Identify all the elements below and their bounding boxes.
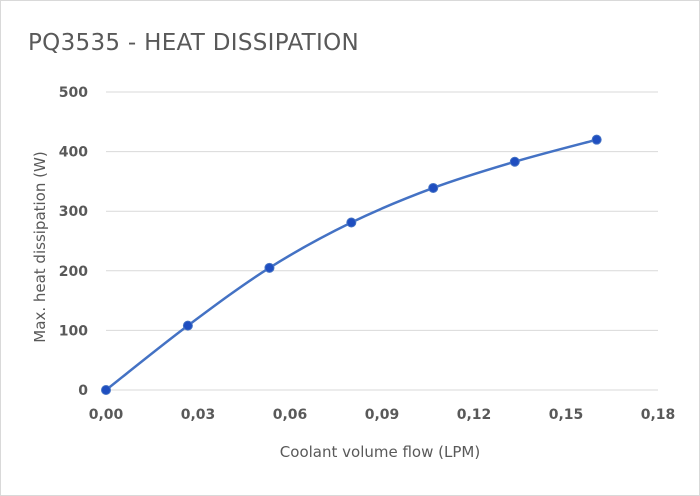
data-point bbox=[182, 320, 193, 331]
data-point bbox=[264, 262, 275, 273]
y-tick-label: 100 bbox=[59, 323, 88, 339]
y-tick-label: 400 bbox=[59, 145, 88, 161]
gridlines bbox=[106, 91, 658, 391]
y-tick-labels: 0 100 200 300 400 500 bbox=[59, 85, 88, 399]
y-tick-label: 200 bbox=[59, 264, 88, 280]
y-tick-label: 0 bbox=[78, 383, 88, 399]
data-point bbox=[591, 134, 602, 145]
y-tick-label: 500 bbox=[59, 85, 88, 101]
x-tick-label: 0,06 bbox=[273, 407, 308, 423]
x-tick-label: 0,00 bbox=[89, 407, 124, 423]
x-tick-label: 0,09 bbox=[365, 407, 400, 423]
data-point bbox=[428, 182, 439, 193]
x-tick-label: 0,15 bbox=[549, 407, 584, 423]
x-tick-label: 0,12 bbox=[457, 407, 492, 423]
series-line bbox=[105, 138, 597, 391]
y-tick-label: 300 bbox=[59, 204, 88, 220]
y-axis-title: Max. heat dissipation (W) bbox=[31, 151, 49, 342]
data-point bbox=[509, 156, 520, 167]
x-tick-label: 0,03 bbox=[181, 407, 216, 423]
data-point bbox=[101, 385, 111, 395]
x-axis-title: Coolant volume flow (LPM) bbox=[280, 443, 480, 461]
series-markers bbox=[101, 134, 602, 395]
x-tick-label: 0,18 bbox=[641, 407, 676, 423]
x-tick-labels: 0,00 0,03 0,06 0,09 0,12 0,15 0,18 bbox=[89, 407, 676, 423]
chart-title: PQ3535 - HEAT DISSIPATION bbox=[28, 30, 360, 56]
data-point bbox=[346, 217, 357, 228]
